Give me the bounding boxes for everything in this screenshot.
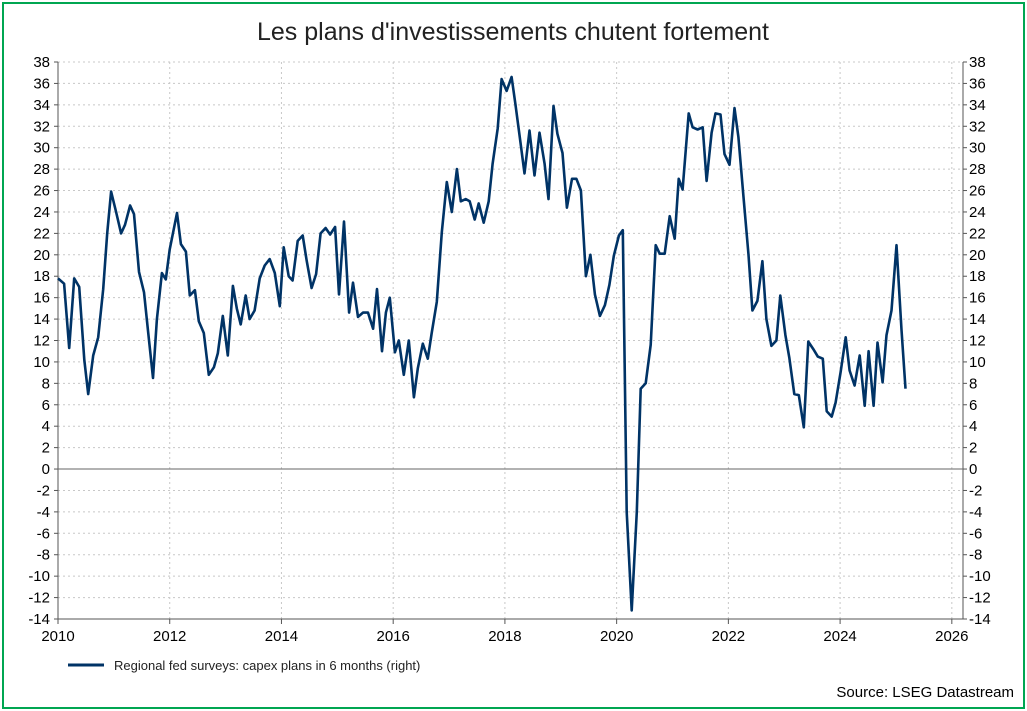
y-tick-label-right: 30: [969, 140, 986, 157]
x-tick-label: 2024: [823, 628, 856, 645]
y-tick-label-right: 20: [969, 247, 986, 264]
y-tick-label-left: 12: [33, 333, 50, 350]
y-tick-label-right: -14: [969, 611, 991, 628]
y-tick-label-left: -4: [37, 504, 50, 521]
x-tick-label: 2020: [600, 628, 633, 645]
y-tick-label-right: -8: [969, 547, 982, 564]
y-tick-label-right: 0: [969, 461, 977, 478]
legend: Regional fed surveys: capex plans in 6 m…: [68, 658, 420, 673]
axes: -14 -14-12 -12-10 -10-8 -8-6 -6-4 -4-2 -20 02 24 4…: [28, 54, 990, 645]
y-tick-label-left: 22: [33, 225, 50, 242]
y-tick-label-left: 36: [33, 75, 50, 92]
y-tick-label-left: -2: [37, 482, 50, 499]
y-tick-label-left: 8: [42, 375, 50, 392]
source-note: Source: LSEG Datastream: [836, 684, 1014, 701]
y-tick-label-left: 16: [33, 290, 50, 307]
y-tick-label-left: 30: [33, 140, 50, 157]
y-tick-label-right: -10: [969, 568, 991, 585]
y-tick-label-right: 22: [969, 225, 986, 242]
y-tick-label-left: 26: [33, 183, 50, 200]
grid: [57, 61, 963, 620]
y-tick-label-left: -14: [28, 611, 50, 628]
y-tick-label-left: 4: [42, 418, 50, 435]
y-tick-label-left: 20: [33, 247, 50, 264]
x-tick-label: 2014: [265, 628, 298, 645]
y-tick-label-left: 34: [33, 97, 50, 114]
x-tick-label: 2012: [153, 628, 186, 645]
x-tick-label: 2022: [712, 628, 745, 645]
y-tick-label-right: 6: [969, 397, 977, 414]
y-tick-label-left: 2: [42, 440, 50, 457]
y-tick-label-left: 0: [42, 461, 50, 478]
y-tick-label-left: -6: [37, 525, 50, 542]
y-tick-label-right: 2: [969, 440, 977, 457]
y-tick-label-right: 10: [969, 354, 986, 371]
y-tick-label-right: -4: [969, 504, 982, 521]
y-tick-label-right: 8: [969, 375, 977, 392]
y-tick-label-left: 32: [33, 118, 50, 135]
y-tick-label-right: 26: [969, 183, 986, 200]
y-tick-label-left: 10: [33, 354, 50, 371]
y-tick-label-left: 18: [33, 268, 50, 285]
y-tick-label-right: 4: [969, 418, 977, 435]
y-tick-label-left: 38: [33, 54, 50, 71]
chart-title: Les plans d'investissements chutent fort…: [257, 18, 769, 46]
y-tick-label-left: -10: [28, 568, 50, 585]
y-tick-label-left: -12: [28, 590, 50, 607]
y-tick-label-right: 28: [969, 161, 986, 178]
y-tick-label-right: 24: [969, 204, 986, 221]
y-tick-label-right: 16: [969, 290, 986, 307]
y-tick-label-left: -8: [37, 547, 50, 564]
y-tick-label-right: -2: [969, 482, 982, 499]
y-tick-label-left: 6: [42, 397, 50, 414]
y-tick-label-right: 14: [969, 311, 986, 328]
y-tick-label-right: 32: [969, 118, 986, 135]
y-tick-label-right: 34: [969, 97, 986, 114]
y-tick-label-left: 14: [33, 311, 50, 328]
y-tick-label-right: 38: [969, 54, 986, 71]
y-tick-label-right: -6: [969, 525, 982, 542]
y-tick-label-right: 12: [969, 333, 986, 350]
y-tick-label-left: 24: [33, 204, 50, 221]
legend-label: Regional fed surveys: capex plans in 6 m…: [114, 658, 420, 673]
y-tick-label-right: -12: [969, 590, 991, 607]
x-tick-label: 2026: [935, 628, 968, 645]
y-tick-label-left: 28: [33, 161, 50, 178]
series-line-capex-plans: [57, 75, 907, 612]
y-tick-label-right: 18: [969, 268, 986, 285]
series-layer: [57, 75, 907, 612]
y-tick-label-right: 36: [969, 75, 986, 92]
x-tick-label: 2018: [488, 628, 521, 645]
x-tick-label: 2010: [41, 628, 74, 645]
x-tick-label: 2016: [376, 628, 409, 645]
